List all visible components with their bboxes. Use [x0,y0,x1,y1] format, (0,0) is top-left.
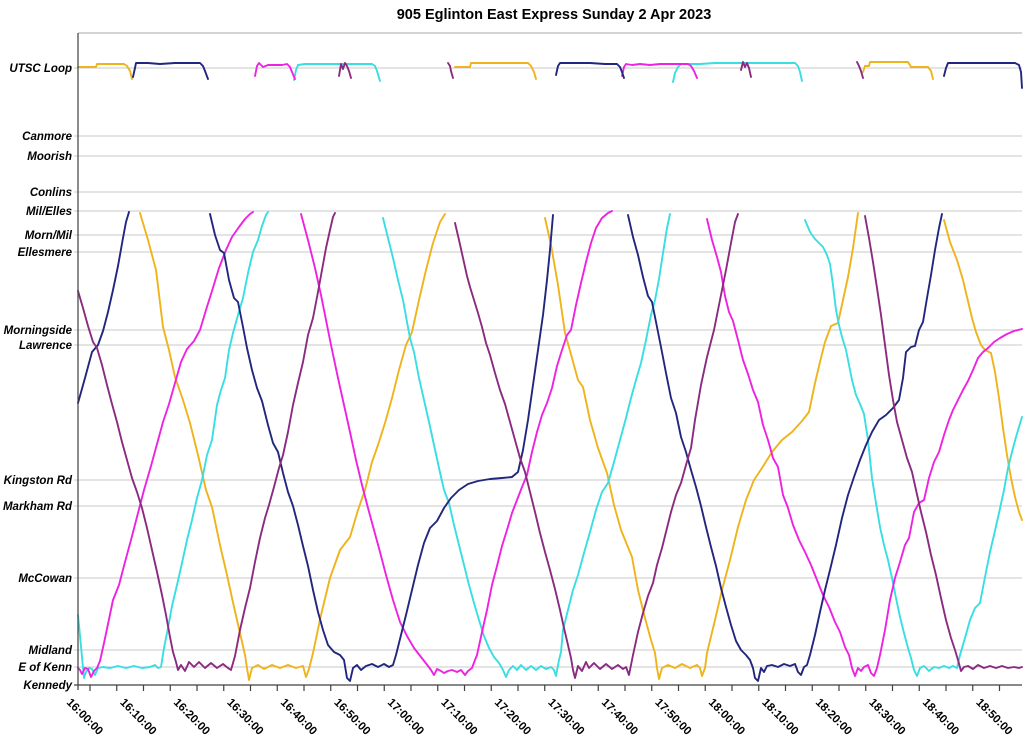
trip-line-bus-purple [454,213,739,679]
trip-line-bus-navy [943,62,1023,89]
trip-line-bus-navy [132,62,209,80]
trip-line-bus-navy [77,211,130,404]
trip-line-bus-gold [544,212,859,680]
time-label: 18:40:00 [920,697,961,738]
trip-line-bus-magenta [77,211,254,678]
time-label: 18:30:00 [866,697,907,738]
gridlines [74,32,1022,668]
station-label: UTSC Loop [9,63,72,75]
trip-line-bus-gold [862,61,934,80]
station-label: Lawrence [19,340,73,352]
time-label: 17:50:00 [652,697,693,738]
time-label: 18:00:00 [706,697,747,738]
time-label: 18:10:00 [759,697,800,738]
station-label: Canmore [22,131,72,143]
trip-line-bus-magenta [300,210,613,676]
trip-line-bus-gold [943,219,1023,521]
time-labels: 16:00:00 16:10:00 16:20:00 16:30:00 16:40:00… [64,697,1015,738]
station-label: Mil/Elles [26,206,72,218]
trip-line-bus-navy [555,62,625,79]
trip-line-bus-cyan [672,62,803,83]
trip-line-bus-navy [209,213,554,682]
station-label: Conlins [30,187,72,199]
station-label: Morningside [4,325,73,337]
time-label: 16:50:00 [331,697,372,738]
time-label: 16:20:00 [171,697,212,738]
time-label: 17:30:00 [545,697,586,738]
axes [74,33,1022,691]
trip-line-bus-navy [627,213,943,682]
trip-lines [77,61,1023,682]
trip-line-bus-purple [856,61,864,79]
trip-line-bus-purple [338,62,352,79]
trip-line-bus-purple [864,215,1023,672]
time-label: 18:20:00 [813,697,854,738]
time-label: 17:00:00 [385,697,426,738]
station-label: Midland [29,645,73,657]
station-label: Moorish [27,151,72,163]
trip-line-bus-gold [77,63,133,80]
station-label: E of Kenn [18,662,72,674]
trip-line-bus-gold [139,212,446,681]
trip-line-bus-magenta [706,218,1023,677]
trip-line-bus-cyan [293,63,381,82]
trip-line-bus-gold [454,62,537,80]
trip-line-bus-purple [447,62,454,79]
trip-line-bus-cyan [804,219,1023,677]
chart-title: 905 Eglinton East Express Sunday 2 Apr 2… [397,7,712,23]
time-label: 16:40:00 [278,697,319,738]
trip-line-bus-purple [740,61,752,78]
station-label: Kennedy [23,680,72,692]
trip-line-bus-magenta [254,62,296,80]
time-label: 16:10:00 [117,697,158,738]
trip-line-bus-purple [77,212,336,672]
station-label: Ellesmere [18,247,73,259]
time-label: 16:00:00 [64,697,105,738]
time-label: 17:40:00 [599,697,640,738]
station-label: McCowan [18,573,72,585]
station-label: Morn/Mil [25,230,73,242]
time-label: 16:30:00 [224,697,265,738]
station-labels: UTSC Loop Canmore Moorish Conlins Mil/Elles M… [3,63,73,692]
time-label: 17:10:00 [438,697,479,738]
trip-line-bus-magenta [621,63,698,79]
trip-line-bus-cyan [77,211,269,679]
time-label: 18:50:00 [973,697,1014,738]
trip-line-bus-cyan [382,213,671,678]
station-label: Markham Rd [3,501,73,513]
time-label: 17:20:00 [492,697,533,738]
station-label: Kingston Rd [4,475,73,487]
